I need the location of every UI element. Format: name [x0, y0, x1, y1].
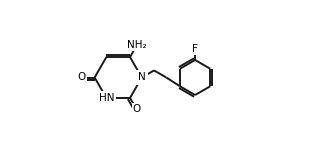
Text: N: N	[138, 73, 146, 82]
Text: F: F	[192, 44, 198, 54]
Text: O: O	[77, 73, 86, 82]
Text: HN: HN	[99, 93, 114, 103]
Text: O: O	[132, 104, 141, 114]
Text: NH₂: NH₂	[127, 40, 147, 50]
